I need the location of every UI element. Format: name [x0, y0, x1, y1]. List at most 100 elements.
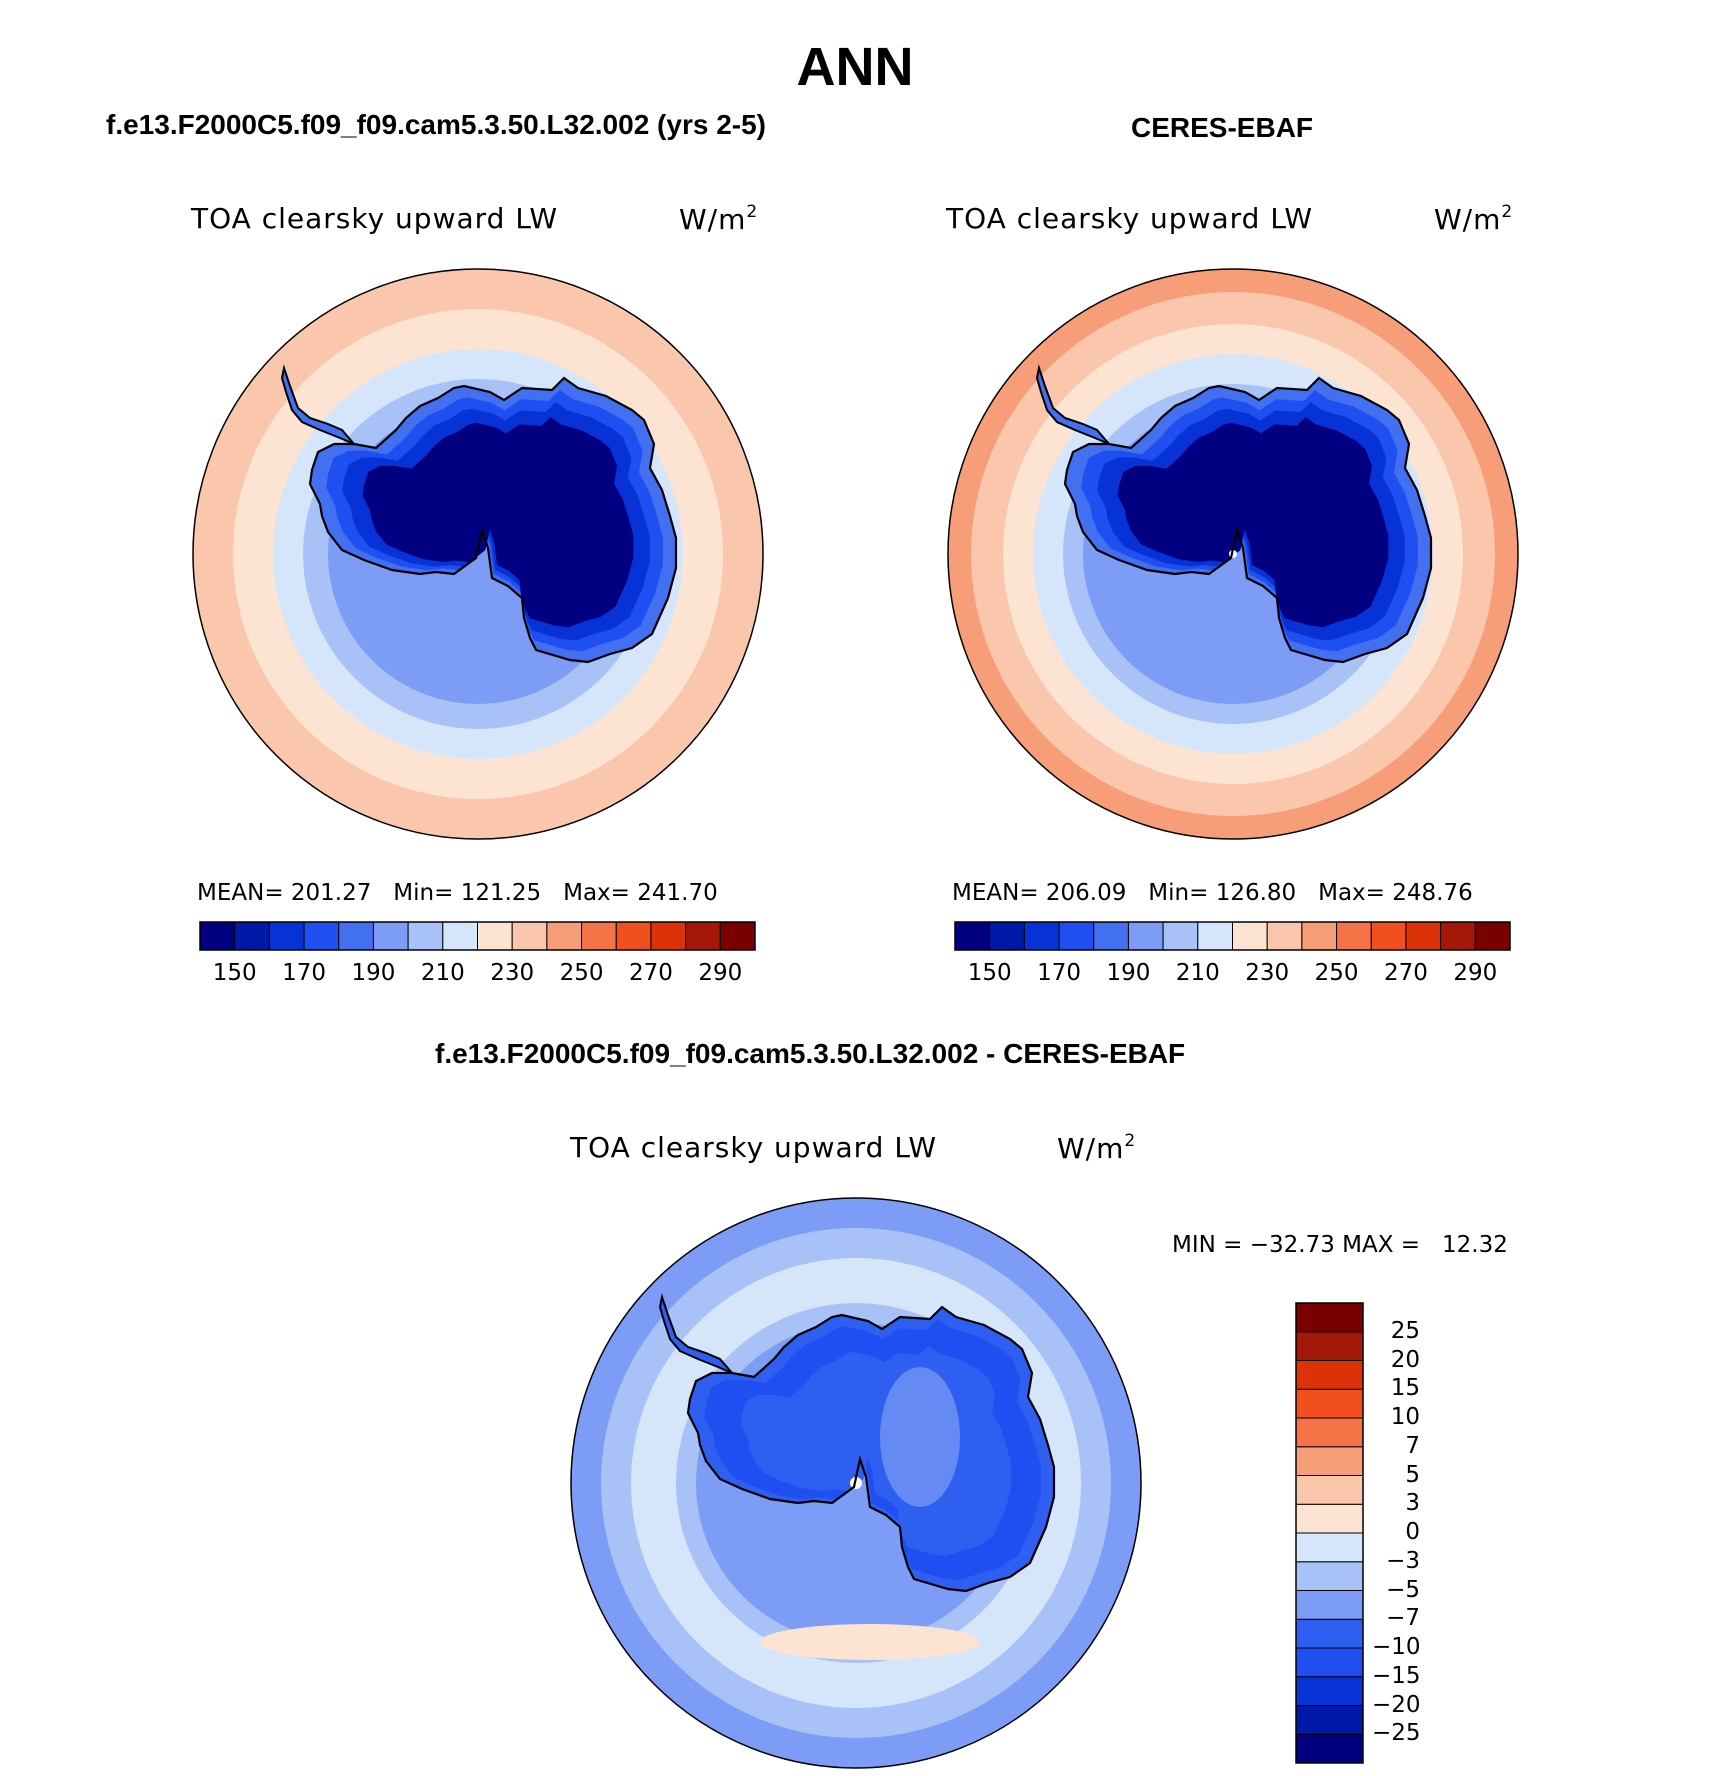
colorbar-tick-label: −10	[1372, 1634, 1421, 1660]
panel3-colorbar	[1295, 1302, 1364, 1764]
contour-band	[760, 1624, 980, 1660]
map-border	[570, 1197, 1142, 1769]
colorbar-box	[685, 921, 721, 951]
colorbar-box	[1295, 1618, 1364, 1649]
colorbar-box	[1336, 921, 1372, 951]
colorbar-tick-label: 270	[1383, 960, 1428, 986]
coastline	[658, 1293, 733, 1374]
colorbar-tick-label: 210	[1175, 960, 1220, 986]
panel1-variable-label: TOA clearsky upward LW	[191, 202, 559, 235]
panel3-polar-map	[570, 1197, 1142, 1769]
colorbar-tick-label: 230	[490, 960, 535, 986]
panel1-units: W/m2	[679, 202, 759, 236]
colorbar-box	[199, 921, 236, 951]
colorbar-box	[1197, 921, 1233, 951]
colorbar-box	[1295, 1331, 1364, 1361]
colorbar-tick-label: 0	[1405, 1519, 1420, 1545]
colorbar-box	[303, 921, 340, 951]
colorbar-box	[1266, 921, 1303, 951]
coastline	[1035, 364, 1110, 445]
colorbar-tick-label: 290	[1453, 960, 1498, 986]
colorbar-tick-label: 15	[1390, 1375, 1420, 1402]
panel1-colorbar	[199, 921, 756, 951]
colorbar-box	[372, 921, 409, 951]
colorbar-box	[407, 921, 444, 951]
colorbar-box	[338, 921, 374, 951]
colorbar-box	[1295, 1532, 1364, 1563]
colorbar-box	[1295, 1302, 1364, 1333]
coastline	[280, 364, 355, 445]
colorbar-tick-label: 190	[1106, 960, 1151, 986]
colorbar-box	[268, 921, 305, 951]
colorbar-box	[1301, 921, 1338, 951]
colorbar-box	[1295, 1590, 1364, 1620]
map-field	[193, 269, 763, 839]
panel2-stats: MEAN= 206.09 Min= 126.80 Max= 248.76	[952, 880, 1473, 906]
colorbar-tick-label: 20	[1390, 1346, 1420, 1373]
colorbar-box	[1232, 921, 1268, 951]
colorbar-box	[234, 921, 270, 951]
colorbar-frame	[199, 921, 756, 951]
colorbar-box	[650, 921, 687, 951]
panel2-polar-map	[947, 268, 1519, 840]
panel2-colorbar-ticks: 150 170 190 210 230 250 270 290	[955, 960, 1510, 990]
colorbar-tick-label: −7	[1386, 1605, 1420, 1632]
colorbar-box	[1295, 1705, 1364, 1735]
colorbar-frame	[954, 921, 1511, 951]
map-field	[948, 269, 1518, 839]
colorbar-box	[989, 921, 1025, 951]
panel3-colorbar-ticks: −25 −20 −15 −10 −7 −5 −3 0 3 5 7 10 15 20 25	[1372, 1303, 1452, 1763]
panel3-variable-label: TOA clearsky upward LW	[570, 1131, 938, 1164]
coastline	[1063, 376, 1433, 664]
colorbar-box	[1127, 921, 1164, 951]
colorbar-tick-label: 210	[420, 960, 465, 986]
coastline	[308, 376, 678, 664]
colorbar-box	[1295, 1446, 1364, 1476]
colorbar-box	[1295, 1417, 1364, 1448]
colorbar-box	[1295, 1503, 1364, 1534]
colorbar-tick-label: −3	[1386, 1547, 1420, 1574]
colorbar-tick-label: 7	[1405, 1432, 1420, 1459]
colorbar-box	[1295, 1561, 1364, 1591]
colorbar-tick-label: 170	[282, 960, 327, 986]
panel3-case-title: f.e13.F2000C5.f09_f09.cam5.3.50.L32.002 …	[435, 1038, 1186, 1069]
colorbar-box	[477, 921, 513, 951]
colorbar-tick-label: −5	[1386, 1576, 1420, 1603]
colorbar-tick-label: −20	[1372, 1691, 1421, 1718]
contour-band	[1117, 417, 1389, 628]
panel2-case-title: CERES-EBAF	[1131, 112, 1314, 143]
colorbar-box	[1295, 1733, 1364, 1764]
colorbar-tick-label: 25	[1390, 1317, 1420, 1344]
colorbar-tick-label: −25	[1372, 1720, 1421, 1747]
colorbar-box	[1295, 1360, 1364, 1390]
colorbar-box	[954, 921, 991, 951]
pole-marker	[850, 1477, 862, 1489]
colorbar-box	[442, 921, 478, 951]
colorbar-tick-label: 250	[1314, 960, 1359, 986]
colorbar-box	[1295, 1647, 1364, 1678]
colorbar-frame	[1295, 1302, 1364, 1764]
map-border	[192, 268, 764, 840]
colorbar-box	[1440, 921, 1476, 951]
panel3-stats: MIN = −32.73 MAX = 12.32	[1172, 1232, 1508, 1258]
colorbar-box	[546, 921, 583, 951]
colorbar-box	[581, 921, 617, 951]
coastline	[686, 1305, 1056, 1593]
map-border	[947, 268, 1519, 840]
panel1-case-title: f.e13.F2000C5.f09_f09.cam5.3.50.L32.002 …	[106, 109, 766, 140]
main-title: ANN	[796, 37, 914, 97]
panel1-polar-map	[192, 268, 764, 840]
colorbar-box	[1295, 1676, 1364, 1706]
colorbar-box	[1058, 921, 1095, 951]
contour-band	[362, 417, 634, 628]
colorbar-tick-label: 290	[698, 960, 743, 986]
contour-band	[880, 1367, 960, 1507]
colorbar-tick-label: 5	[1405, 1461, 1420, 1488]
colorbar-box	[1295, 1388, 1364, 1419]
panel3-units: W/m2	[1057, 1131, 1137, 1165]
colorbar-box	[1405, 921, 1442, 951]
panel1-colorbar-ticks: 150 170 190 210 230 250 270 290	[200, 960, 755, 990]
map-field	[571, 1198, 1141, 1768]
colorbar-tick-label: 250	[559, 960, 604, 986]
colorbar-box	[719, 921, 756, 951]
